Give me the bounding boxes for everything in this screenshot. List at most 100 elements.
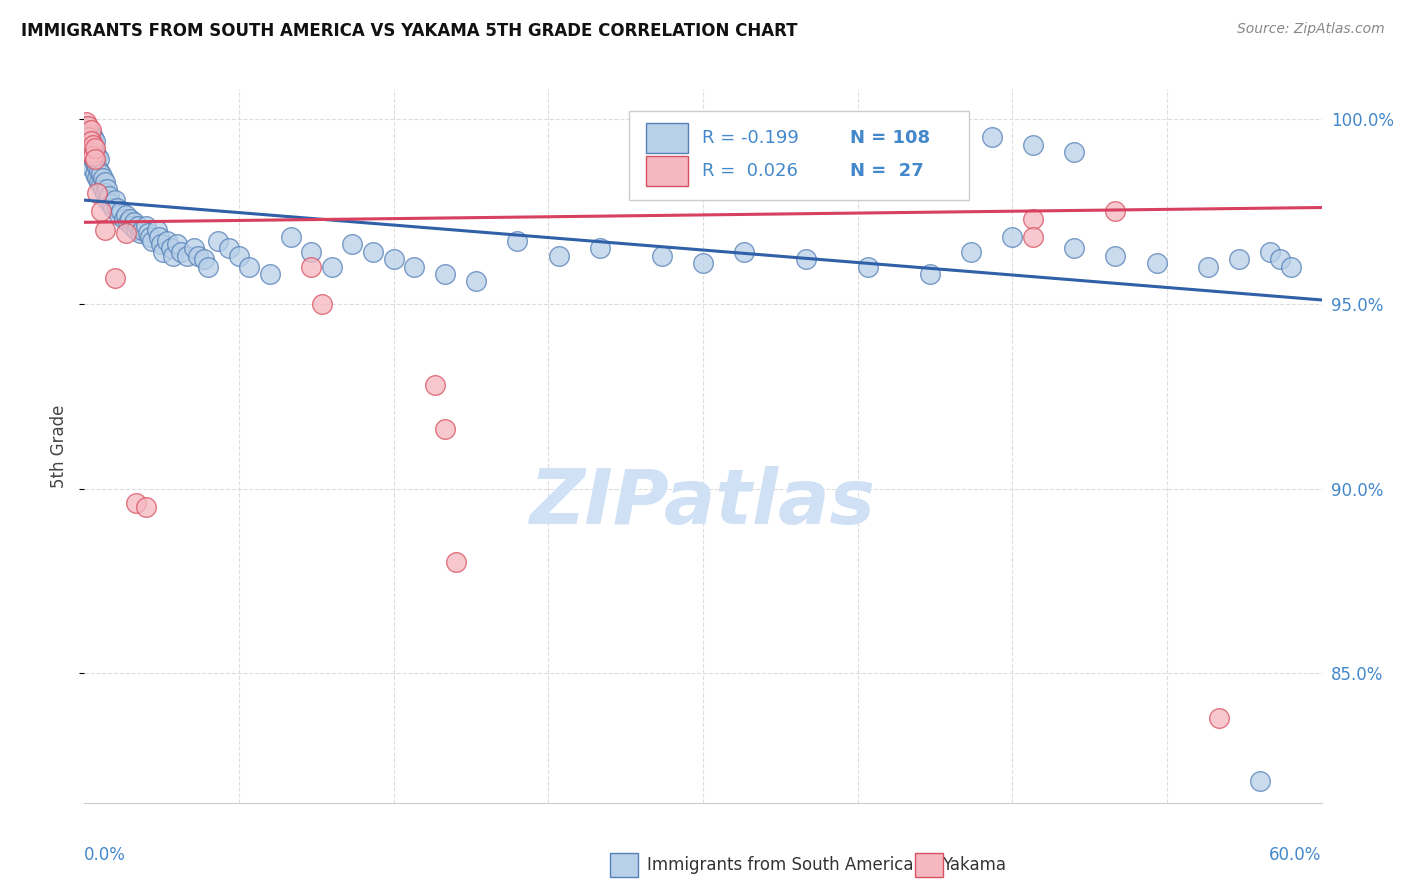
Point <box>125 223 148 237</box>
Point <box>589 241 612 255</box>
Text: R =  0.026: R = 0.026 <box>702 162 797 180</box>
Point <box>105 201 128 215</box>
Point <box>83 145 105 159</box>
Point <box>77 123 100 137</box>
Point <box>423 378 446 392</box>
Point <box>79 134 101 148</box>
Point <box>434 422 457 436</box>
Point <box>127 219 149 233</box>
Point <box>75 115 97 129</box>
Point <box>91 182 114 196</box>
Point <box>361 244 384 259</box>
Point <box>651 249 673 263</box>
Point <box>207 234 229 248</box>
Point <box>506 234 529 248</box>
Point <box>135 219 157 233</box>
Point <box>135 500 157 514</box>
Point <box>108 208 131 222</box>
Point <box>160 241 183 255</box>
Point <box>404 260 426 274</box>
Point <box>1258 244 1281 259</box>
Point <box>444 556 467 570</box>
Point <box>139 230 162 244</box>
Text: Source: ZipAtlas.com: Source: ZipAtlas.com <box>1237 22 1385 37</box>
Point <box>125 496 148 510</box>
Point <box>82 137 104 152</box>
Point <box>75 119 97 133</box>
Point <box>1063 241 1085 255</box>
Point <box>104 270 127 285</box>
Point <box>100 196 122 211</box>
Point <box>82 141 104 155</box>
Point <box>90 178 112 193</box>
Point <box>960 244 983 259</box>
Point <box>166 237 188 252</box>
Point <box>856 260 879 274</box>
Point <box>321 260 343 274</box>
FancyBboxPatch shape <box>647 156 688 186</box>
Point <box>96 182 118 196</box>
Point <box>104 193 127 207</box>
Point <box>94 175 117 189</box>
Point <box>86 149 108 163</box>
Point <box>1022 211 1045 226</box>
Point <box>1104 204 1126 219</box>
Point <box>79 127 101 141</box>
Text: 0.0%: 0.0% <box>84 846 127 863</box>
Point <box>187 249 209 263</box>
FancyBboxPatch shape <box>628 111 969 200</box>
Point <box>259 267 281 281</box>
Point <box>238 260 260 274</box>
Point <box>149 237 172 252</box>
Point <box>918 127 941 141</box>
Point <box>1270 252 1292 267</box>
Point <box>129 227 152 241</box>
Point <box>83 156 105 170</box>
Point <box>79 149 101 163</box>
Point <box>176 249 198 263</box>
Point <box>83 153 105 167</box>
Point <box>1249 773 1271 788</box>
Point <box>96 193 118 207</box>
Point <box>94 186 117 200</box>
Point <box>77 119 100 133</box>
Point <box>83 134 105 148</box>
Point <box>86 170 108 185</box>
Point <box>1104 249 1126 263</box>
Point <box>1208 711 1230 725</box>
Point <box>299 260 322 274</box>
Point <box>218 241 240 255</box>
Point <box>794 115 817 129</box>
Point <box>75 137 97 152</box>
Point <box>114 227 136 241</box>
Point <box>131 223 153 237</box>
Point <box>342 237 364 252</box>
Point <box>87 153 110 167</box>
Point <box>856 119 879 133</box>
Point <box>83 167 105 181</box>
Point <box>90 204 112 219</box>
Point <box>82 130 104 145</box>
Point <box>547 249 569 263</box>
Point <box>82 149 104 163</box>
Y-axis label: 5th Grade: 5th Grade <box>49 404 67 488</box>
Point <box>118 211 141 226</box>
Point <box>91 170 114 185</box>
Point <box>77 130 100 145</box>
Point <box>299 244 322 259</box>
Text: 60.0%: 60.0% <box>1270 846 1322 863</box>
Point <box>79 145 101 159</box>
Point <box>82 153 104 167</box>
Point <box>90 167 112 181</box>
Point <box>122 215 145 229</box>
Text: Yakama: Yakama <box>942 856 1007 874</box>
Point <box>733 244 755 259</box>
Text: Immigrants from South America: Immigrants from South America <box>647 856 914 874</box>
Point <box>98 189 121 203</box>
Point <box>110 204 132 219</box>
Point <box>382 252 405 267</box>
Point <box>794 252 817 267</box>
Point <box>1146 256 1168 270</box>
Point <box>170 244 193 259</box>
Point <box>980 130 1002 145</box>
